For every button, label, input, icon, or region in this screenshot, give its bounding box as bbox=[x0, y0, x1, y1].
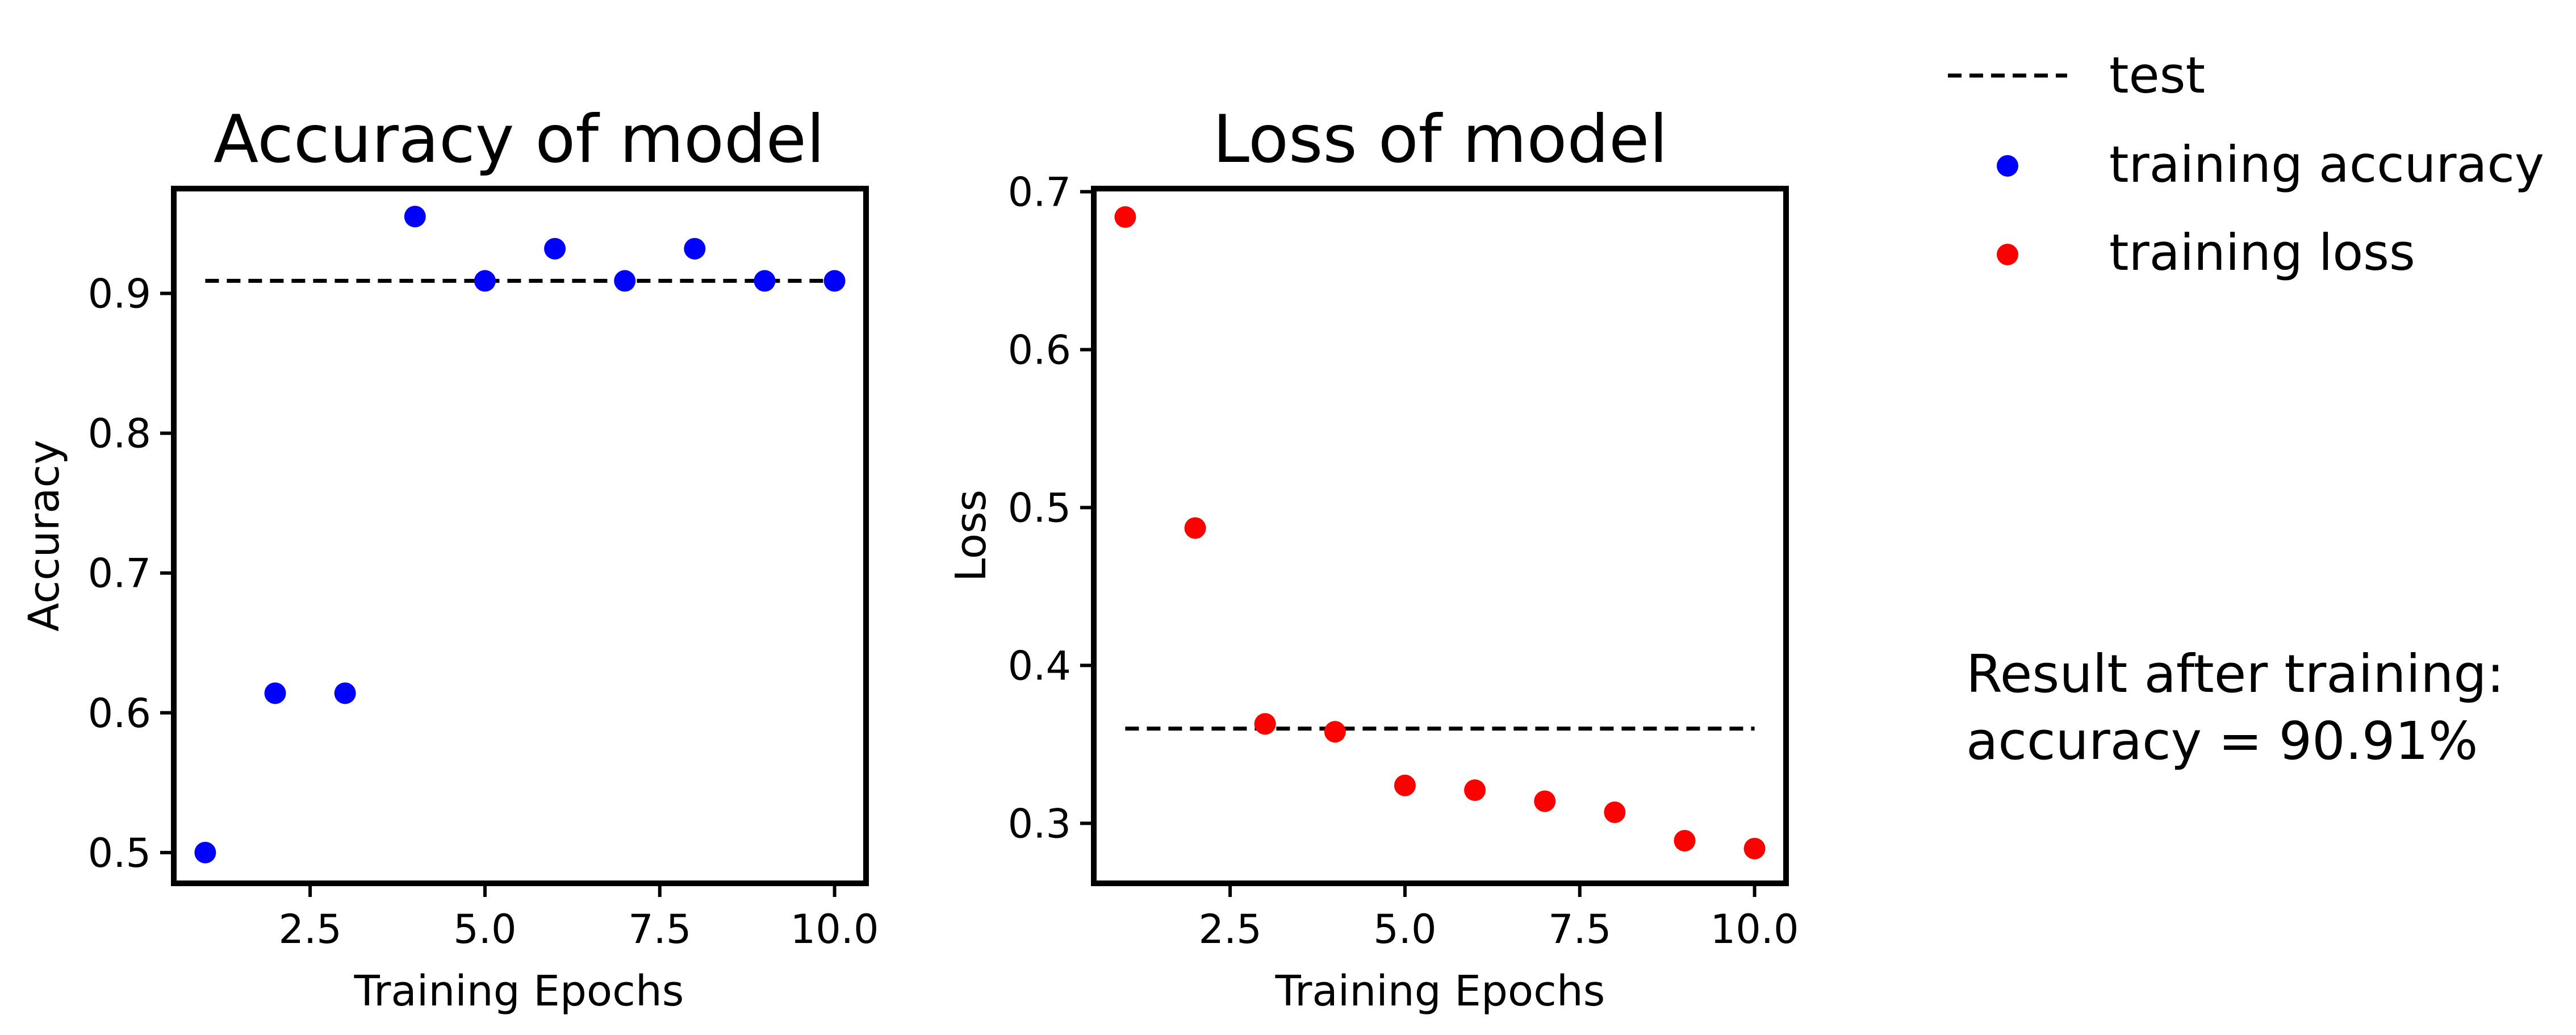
accuracy-x-tick-label: 10.0 bbox=[791, 906, 879, 953]
loss-y-axis-label: Loss bbox=[947, 490, 996, 582]
loss-data-point bbox=[1743, 837, 1766, 859]
loss-plot-frame bbox=[1091, 186, 1789, 886]
accuracy-data-point bbox=[754, 270, 776, 292]
loss-chart: Loss of model 2.5 5.0 7.5 10.0 0.3 0.4 0.5 0.6 0… bbox=[947, 101, 1799, 1016]
loss-x-tick-label: 5.0 bbox=[1373, 906, 1436, 953]
accuracy-y-tick-label: 0.9 bbox=[88, 271, 151, 318]
loss-data-point bbox=[1114, 206, 1136, 228]
loss-data-point bbox=[1674, 829, 1696, 852]
accuracy-y-tick-label: 0.5 bbox=[88, 830, 151, 877]
accuracy-data-point bbox=[823, 270, 846, 292]
accuracy-chart-title: Accuracy of model bbox=[214, 101, 825, 178]
legend-label-test: test bbox=[2109, 46, 2205, 105]
legend-red-dot-marker bbox=[1997, 244, 2018, 265]
accuracy-plot-frame bbox=[171, 186, 869, 886]
accuracy-data-point bbox=[474, 270, 496, 292]
accuracy-data-point bbox=[614, 270, 636, 292]
loss-x-tick-label: 10.0 bbox=[1711, 906, 1799, 953]
loss-data-point bbox=[1464, 779, 1486, 802]
loss-x-tick-label: 2.5 bbox=[1198, 906, 1261, 953]
accuracy-x-tick-label: 2.5 bbox=[278, 906, 341, 953]
result-annotation: Result after training: accuracy = 90.91% bbox=[1966, 644, 2504, 771]
accuracy-x-tick-label: 7.5 bbox=[628, 906, 691, 953]
loss-chart-title: Loss of model bbox=[1212, 101, 1667, 178]
loss-y-tick-label: 0.3 bbox=[1008, 800, 1071, 847]
loss-y-tick-label: 0.6 bbox=[1008, 327, 1071, 374]
accuracy-y-tick-label: 0.6 bbox=[88, 690, 151, 737]
accuracy-y-tick-label: 0.7 bbox=[88, 550, 151, 597]
loss-data-point bbox=[1324, 721, 1346, 743]
loss-x-axis-label: Training Epochs bbox=[1275, 967, 1605, 1016]
loss-y-tick-label: 0.4 bbox=[1008, 642, 1071, 689]
accuracy-y-tick-label: 0.8 bbox=[88, 411, 151, 457]
loss-data-point bbox=[1184, 517, 1206, 539]
loss-plot-area: 2.5 5.0 7.5 10.0 0.3 0.4 0.5 0.6 0.7 bbox=[1008, 169, 1799, 953]
accuracy-data-point bbox=[264, 682, 286, 704]
accuracy-data-point bbox=[404, 206, 426, 228]
loss-data-point bbox=[1534, 790, 1556, 812]
accuracy-plot-area: 2.5 5.0 7.5 10.0 0.5 0.6 0.7 0.8 0.9 bbox=[88, 206, 879, 953]
loss-data-point bbox=[1254, 713, 1276, 735]
result-line-1: Result after training: bbox=[1966, 644, 2504, 704]
accuracy-x-axis-label: Training Epochs bbox=[354, 967, 684, 1016]
accuracy-chart: Accuracy of model 2.5 5.0 7.5 10.0 0.5 0.6 0.7… bbox=[20, 101, 879, 1016]
loss-y-tick-label: 0.5 bbox=[1008, 485, 1071, 531]
loss-y-tick-label: 0.7 bbox=[1008, 169, 1071, 216]
loss-x-tick-label: 7.5 bbox=[1548, 906, 1611, 953]
legend-label-training-accuracy: training accuracy bbox=[2109, 135, 2544, 194]
legend-label-training-loss: training loss bbox=[2109, 223, 2415, 282]
accuracy-y-axis-label: Accuracy bbox=[20, 440, 69, 632]
loss-data-point bbox=[1604, 801, 1626, 823]
accuracy-data-point bbox=[194, 841, 216, 863]
result-line-2: accuracy = 90.91% bbox=[1966, 711, 2478, 771]
accuracy-x-tick-label: 5.0 bbox=[453, 906, 516, 953]
legend-blue-dot-marker bbox=[1997, 155, 2018, 177]
loss-data-point bbox=[1394, 774, 1416, 796]
accuracy-data-point bbox=[334, 682, 356, 704]
legend: test training accuracy training loss bbox=[1948, 46, 2544, 282]
accuracy-data-point bbox=[544, 237, 566, 260]
accuracy-data-point bbox=[684, 237, 706, 260]
